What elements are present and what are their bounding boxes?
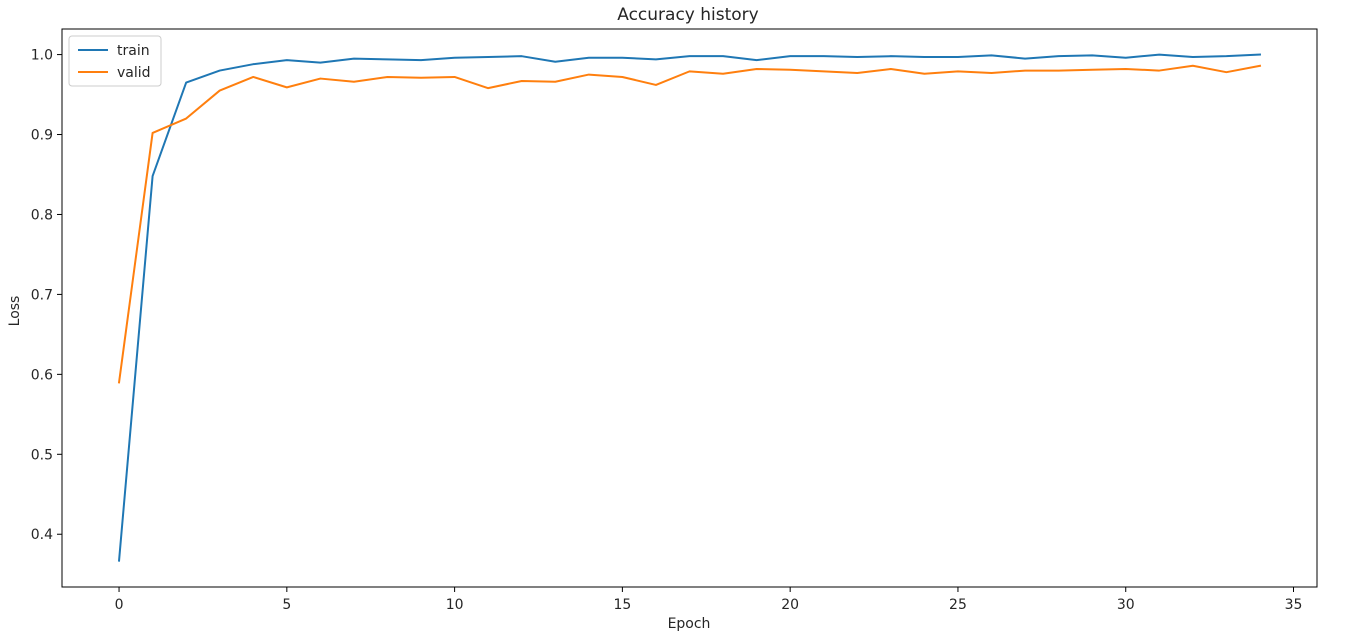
- legend-label-train: train: [117, 43, 150, 59]
- plot-frame: [61, 28, 1318, 588]
- y-tick-label: 0.9: [31, 128, 53, 144]
- x-tick-label: 0: [115, 597, 124, 613]
- y-tick-label: 0.8: [31, 207, 53, 223]
- x-tick-label: 35: [1285, 597, 1303, 613]
- legend-label-valid: valid: [117, 65, 151, 81]
- y-tick-label: 0.5: [31, 447, 53, 463]
- y-tick-label: 0.6: [31, 367, 53, 383]
- x-tick-label: 5: [282, 597, 291, 613]
- y-tick-label: 0.4: [31, 527, 53, 543]
- y-axis-label: Loss: [7, 296, 23, 327]
- plot-area: [117, 53, 1262, 562]
- series-line-train: [117, 53, 1261, 562]
- x-tick-label: 20: [781, 597, 799, 613]
- x-tick-label: 25: [949, 597, 967, 613]
- axes: 0 5 10 15 20 25 30 35 0.4 0.5 0.6 0.7 0.8 0.9 1.0: [31, 28, 1318, 613]
- legend: train valid: [68, 35, 162, 87]
- x-tick-label: 30: [1117, 597, 1135, 613]
- x-tick-label: 15: [613, 597, 631, 613]
- x-axis-label: Epoch: [668, 616, 711, 631]
- x-tick-label: 10: [446, 597, 464, 613]
- legend-box: [68, 35, 162, 87]
- chart-title: Accuracy history: [617, 5, 759, 25]
- y-tick-label: 0.7: [31, 287, 53, 303]
- series-line-valid: [117, 64, 1262, 384]
- y-tick-label: 1.0: [31, 48, 53, 64]
